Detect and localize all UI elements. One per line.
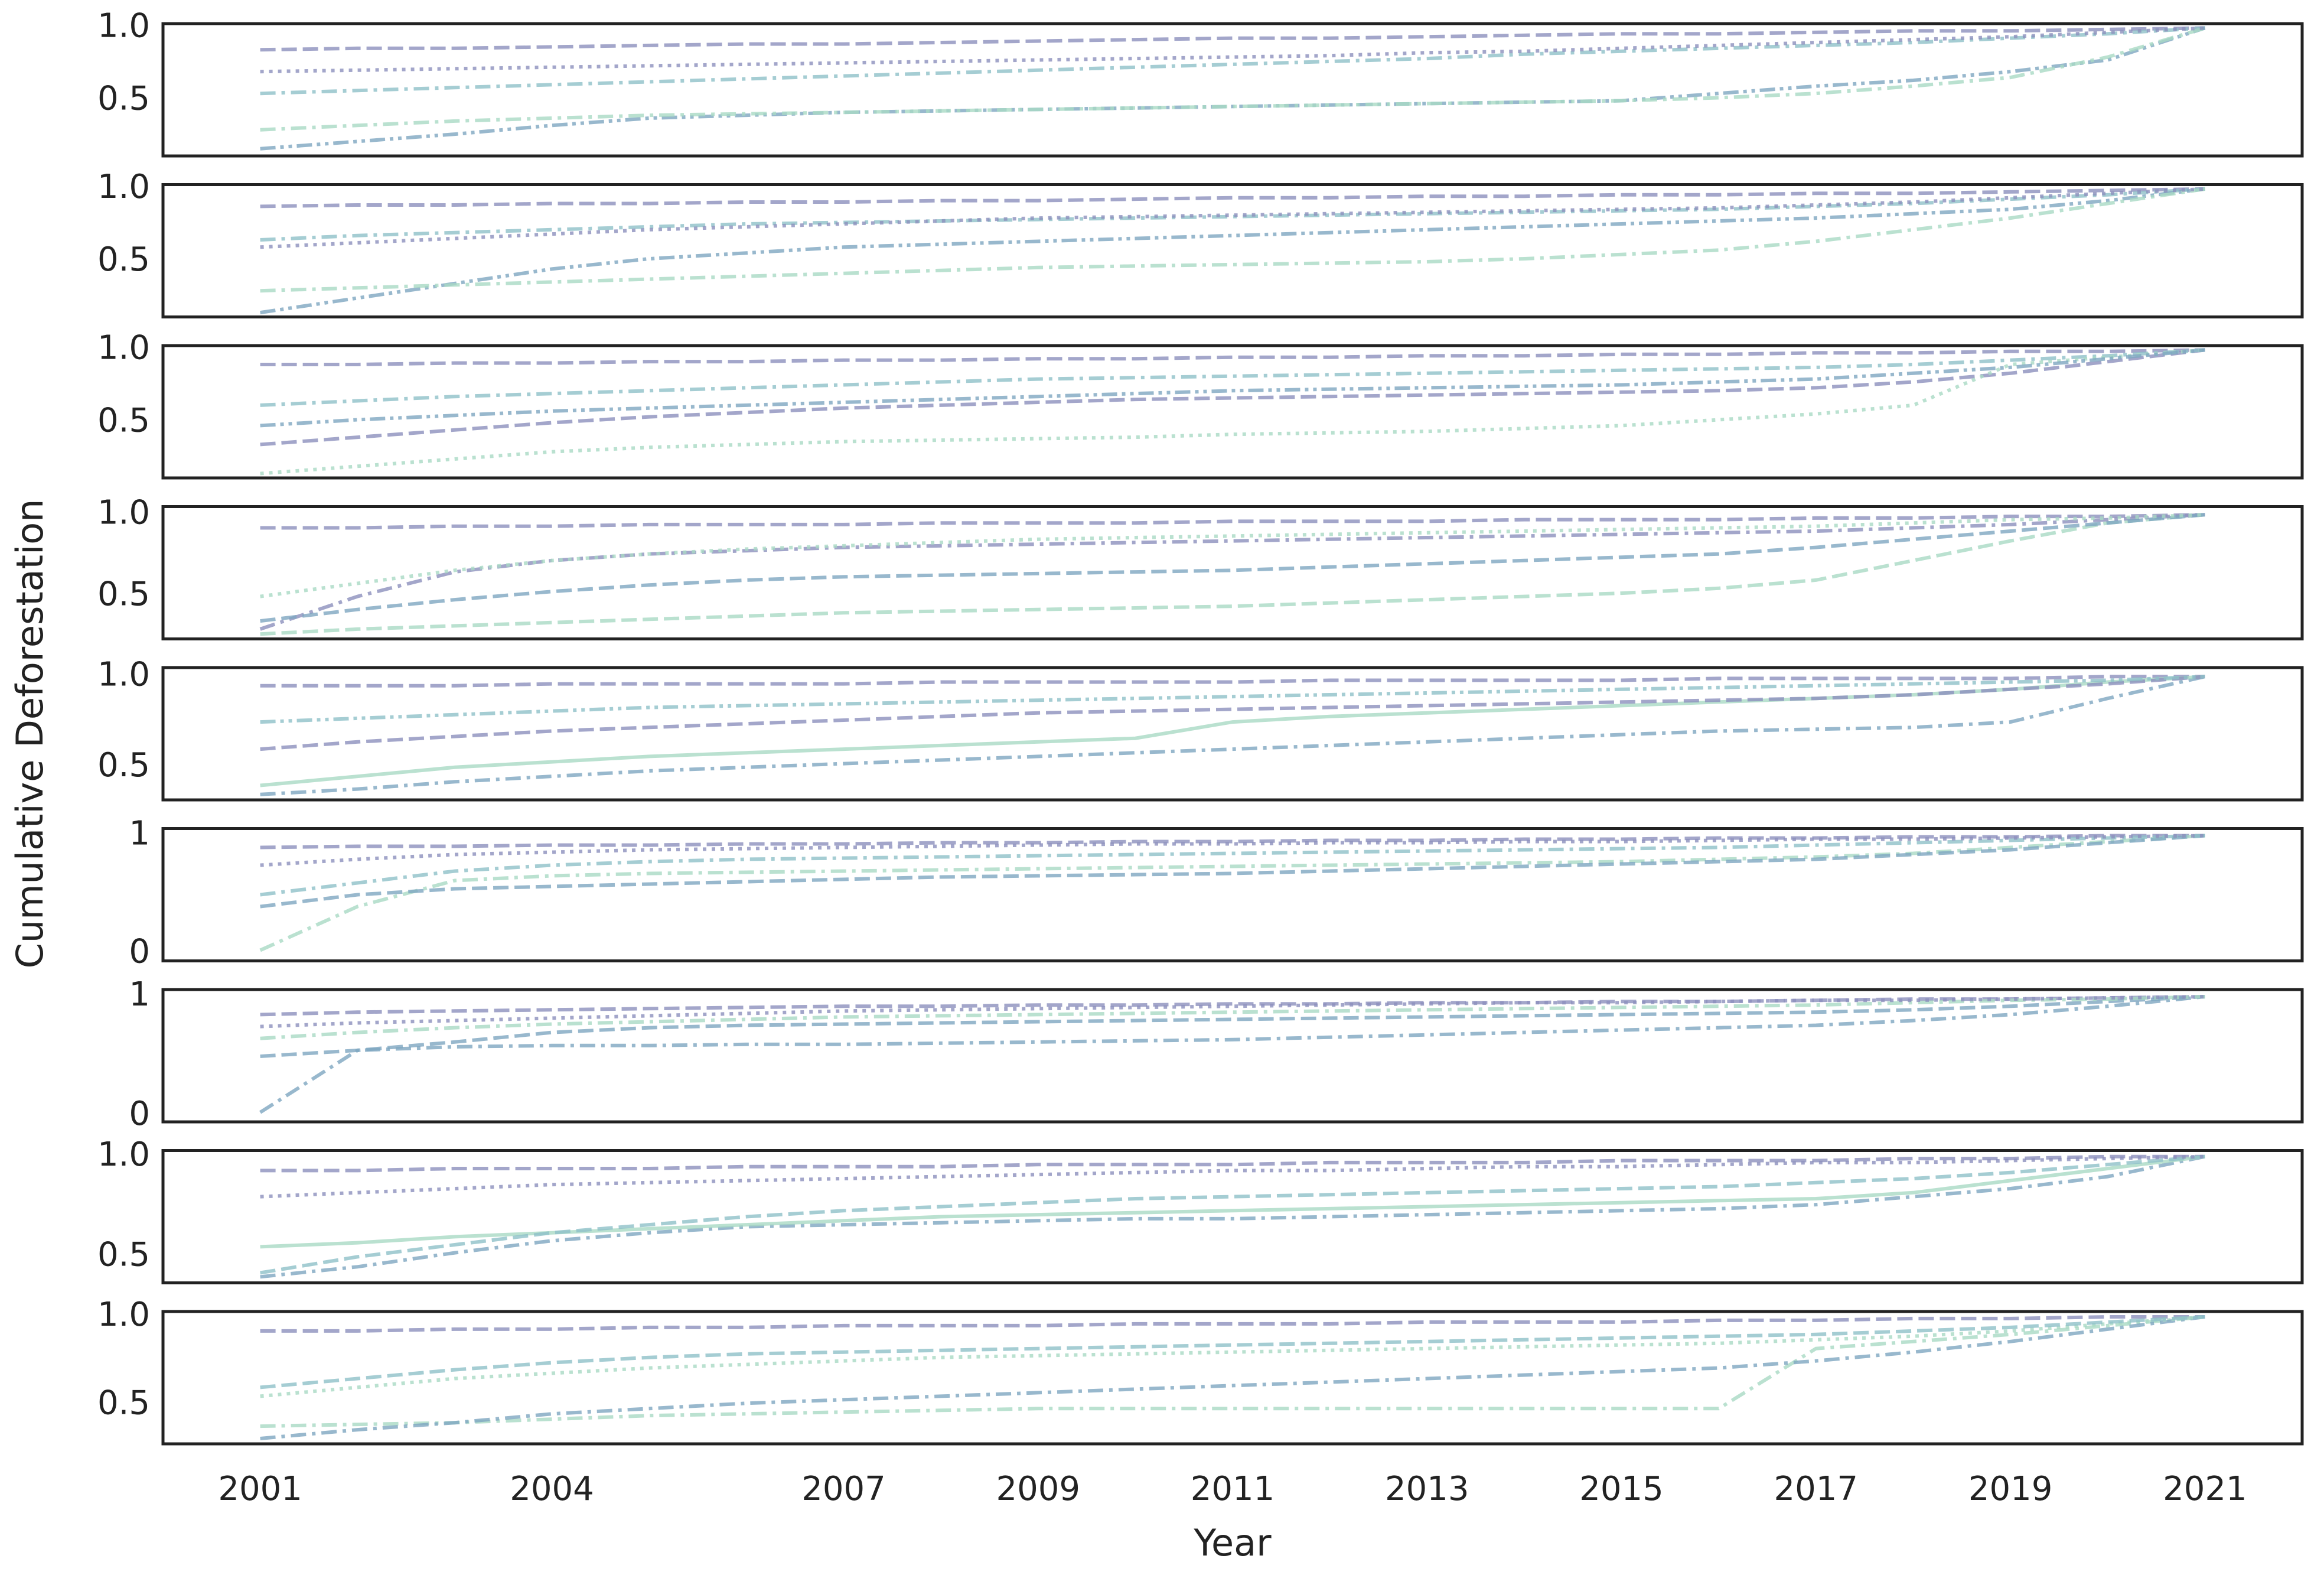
series-line: [260, 187, 2205, 249]
series-line: [260, 513, 2205, 636]
y-tick-label: 0.5: [97, 240, 150, 279]
series-line: [260, 995, 2205, 1017]
y-tick-label: 1.0: [97, 168, 150, 206]
y-tick-label: 0.5: [97, 1384, 150, 1422]
x-axis-label: Year: [1193, 1521, 1272, 1564]
series-line: [260, 513, 2205, 598]
axes-frame: [161, 1149, 2304, 1284]
axes-frame: [161, 988, 2304, 1124]
series-line: [260, 187, 2205, 315]
series-line: [260, 1154, 2206, 1279]
series-line: [260, 675, 2205, 788]
series-line: [260, 834, 2205, 867]
y-tick-label: 1.0: [97, 329, 150, 367]
series-line: [260, 348, 2205, 447]
series-line: [260, 834, 2205, 897]
series-line: [260, 675, 2206, 796]
axes-frame: [161, 666, 2304, 802]
y-tick-label: 1.0: [97, 493, 150, 532]
series-line: [260, 348, 2205, 428]
axes-frame: [161, 505, 2304, 640]
series-line: [260, 348, 2205, 407]
series-line: [260, 675, 2205, 688]
series-line: [260, 26, 2205, 96]
series-line: [260, 1315, 2205, 1333]
series-line: [260, 675, 2205, 724]
series-line: [260, 1315, 2205, 1440]
series-line: [260, 834, 2205, 850]
y-tick-label: 0.5: [97, 80, 150, 118]
y-tick-label: 0: [129, 933, 150, 971]
series-line: [260, 1315, 2205, 1428]
series-line: [259, 995, 2205, 1114]
series-line: [260, 1154, 2205, 1275]
y-tick-label: 1.0: [97, 655, 150, 694]
series-line: [260, 348, 2205, 366]
x-tick-label: 2015: [1579, 1470, 1664, 1508]
series-line: [260, 348, 2205, 476]
series-line: [260, 187, 2205, 209]
axes-frame: [161, 183, 2304, 318]
series-line: [259, 513, 2205, 631]
y-tick-label: 1.0: [97, 1135, 150, 1174]
series-line: [260, 834, 2205, 909]
x-tick-label: 2004: [510, 1470, 594, 1508]
axes-frame: [161, 1310, 2304, 1446]
series-line: [260, 26, 2205, 74]
y-tick-label: 0: [129, 1095, 150, 1133]
x-tick-label: 2001: [218, 1470, 302, 1508]
x-tick-label: 2011: [1191, 1470, 1275, 1508]
series-line: [260, 513, 2205, 530]
series-line: [260, 1154, 2205, 1199]
series-line: [260, 513, 2205, 623]
x-tick-label: 2009: [996, 1470, 1080, 1508]
y-tick-label: 0.5: [97, 746, 150, 785]
y-tick-label: 1: [129, 975, 150, 1014]
series-line: [260, 1315, 2205, 1389]
y-tick-label: 1.0: [97, 7, 150, 45]
x-tick-label: 2007: [801, 1470, 886, 1508]
y-tick-label: 1.0: [97, 1296, 150, 1334]
axes-frame: [161, 344, 2304, 480]
y-tick-label: 1: [129, 815, 150, 853]
series-line: [260, 1315, 2205, 1398]
x-tick-label: 2013: [1385, 1470, 1469, 1508]
axes-frame: [161, 22, 2304, 158]
series-line: [260, 26, 2206, 132]
series-line: [260, 675, 2205, 751]
y-tick-label: 0.5: [97, 1236, 150, 1274]
x-tick-label: 2017: [1774, 1470, 1859, 1508]
x-tick-label: 2019: [1968, 1470, 2053, 1508]
series-line: [260, 995, 2205, 1040]
series-line: [260, 26, 2205, 52]
series-line: [260, 26, 2206, 151]
axes-frame: [161, 827, 2304, 962]
y-axis-label: Cumulative Deforestation: [8, 499, 51, 969]
series-line: [260, 995, 2205, 1058]
x-tick-label: 2021: [2163, 1470, 2247, 1508]
y-tick-label: 0.5: [97, 402, 150, 440]
y-tick-label: 0.5: [97, 575, 150, 614]
series-line: [260, 1154, 2205, 1173]
